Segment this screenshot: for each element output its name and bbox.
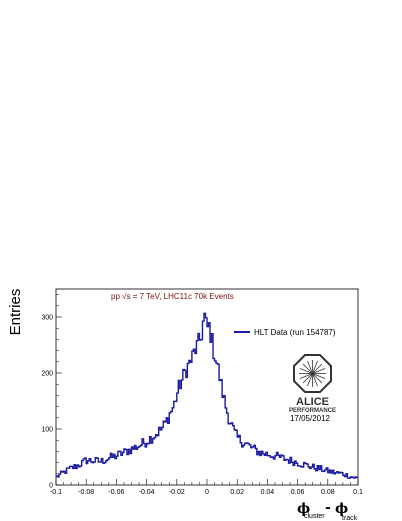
series-line-hlt-data (56, 312, 358, 479)
x-axis-label: ϕ cluster - ϕ track (297, 500, 358, 521)
x-tick-label: -0.08 (78, 489, 94, 496)
x-tick-label: 0 (205, 489, 209, 496)
alice-logo-starburst (299, 360, 326, 387)
x-tick-label: 0.08 (321, 489, 335, 496)
alice-logo: ALICE PERFORMANCE 17/05/2012 (289, 354, 336, 423)
x-axis-label-sub-track: track (342, 515, 358, 521)
x-tick-label: -0.06 (108, 489, 124, 496)
alice-logo-name: ALICE (296, 396, 329, 408)
y-axis-label: Entries (7, 289, 24, 336)
legend: HLT Data (run 154787) (234, 328, 336, 337)
x-tick-label: -0.1 (50, 489, 62, 496)
x-tick-label: 0.1 (353, 489, 363, 496)
alice-logo-performance: PERFORMANCE (289, 408, 336, 414)
x-tick-label: 0.04 (261, 489, 275, 496)
x-axis-label-phi-track: ϕ (335, 501, 348, 517)
y-tick-label: 0 (49, 483, 53, 490)
x-tick-label: 0.02 (230, 489, 244, 496)
y-axis: 0 100 200 300 (41, 294, 62, 490)
performance-date: 17/05/2012 (290, 414, 331, 423)
x-tick-label: -0.02 (169, 489, 185, 496)
x-axis-label-minus: - (325, 500, 331, 516)
y-tick-label: 300 (41, 315, 53, 322)
x-tick-label: 0.06 (291, 489, 305, 496)
legend-entry-label: HLT Data (run 154787) (254, 328, 336, 337)
x-axis: -0.1 -0.08 -0.06 -0.04 -0.02 0 0.02 0.04 0.06 0.0… (50, 479, 363, 496)
x-axis-label-sub-cluster: cluster (304, 513, 325, 520)
annotation-text: pp √s = 7 TeV, LHC11c 70k Events (111, 292, 234, 301)
x-tick-label: -0.04 (139, 489, 155, 496)
x-axis-label-phi-cluster: ϕ (297, 501, 310, 517)
y-tick-label: 100 (41, 427, 53, 434)
y-tick-label: 200 (41, 371, 53, 378)
